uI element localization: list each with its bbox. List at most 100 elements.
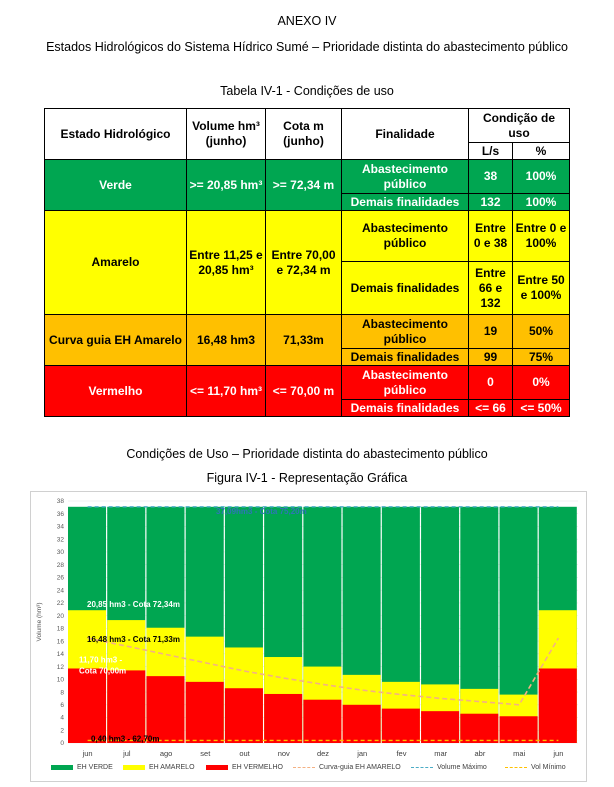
table-row: Demais finalidades <= 66 <= 50% bbox=[45, 399, 570, 417]
bar-vermelho bbox=[146, 676, 185, 743]
x-tick-label: out bbox=[239, 749, 250, 758]
row-verde-cota: >= 72,34 m bbox=[265, 159, 342, 211]
y-tick-label: 28 bbox=[57, 562, 65, 569]
y-tick-label: 32 bbox=[57, 536, 65, 543]
y-tick-label: 34 bbox=[57, 524, 65, 531]
legend-min-swatch bbox=[505, 766, 527, 768]
chart-legend: EH VERDE EH AMARELO EH VERMELHO Curva-gu… bbox=[31, 762, 586, 776]
row-verde-ls2: 132 bbox=[468, 193, 513, 211]
y-tick-label: 12 bbox=[57, 664, 65, 671]
legend-guia-swatch bbox=[293, 766, 315, 768]
header-estado: Estado Hidrológico bbox=[44, 108, 187, 160]
row-vermelho-fin1: Abastecimento público bbox=[341, 365, 469, 400]
annotation-guia: 16,48 hm3 - Cota 71,33m bbox=[87, 635, 180, 644]
y-tick-label: 8 bbox=[60, 689, 64, 696]
annotation-vermelho-1: 11,70 hm3 - bbox=[79, 655, 122, 664]
row-guia-ls1: 19 bbox=[468, 314, 513, 349]
header-ls: L/s bbox=[468, 142, 513, 160]
legend-amarelo-label: EH AMARELO bbox=[149, 764, 195, 771]
table-row: Amarelo Entre 11,25 e 20,85 hm³ Entre 70… bbox=[44, 210, 570, 315]
row-verde-volume: >= 20,85 hm³ bbox=[186, 159, 266, 211]
y-tick-label: 24 bbox=[57, 587, 65, 594]
x-tick-label: jun bbox=[82, 749, 93, 758]
row-verde-fin2: Demais finalidades bbox=[341, 193, 469, 211]
row-amarelo-pct1: Entre 0 e 100% bbox=[512, 210, 570, 262]
legend-vermelho: EH VERMELHO bbox=[206, 764, 283, 771]
x-tick-label: set bbox=[200, 749, 211, 758]
row-verde-pct1: 100% bbox=[512, 159, 570, 194]
conditions-table: Estado Hidrológico Volume hm³ (junho) Co… bbox=[44, 108, 570, 417]
x-tick-label: mar bbox=[434, 749, 447, 758]
table-row: Curva guia EH Amarelo 16,48 hm3 71,33m A… bbox=[44, 314, 570, 366]
y-tick-label: 30 bbox=[57, 549, 65, 556]
page-subtitle: Estados Hidrológicos do Sistema Hídrico … bbox=[46, 40, 568, 54]
table-row: Demais finalidades 132 100% bbox=[45, 193, 570, 211]
chart-plot: 02468101214161820222426283032343638Volum… bbox=[36, 498, 578, 758]
x-tick-label: jun bbox=[552, 749, 563, 758]
row-vermelho-ls1: 0 bbox=[468, 365, 513, 400]
x-tick-label: jul bbox=[122, 749, 131, 758]
row-vermelho-ls2: <= 66 bbox=[468, 399, 513, 417]
bar-vermelho bbox=[264, 693, 303, 743]
bar-vermelho bbox=[421, 711, 460, 743]
y-tick-label: 2 bbox=[60, 727, 64, 734]
row-guia-cota: 71,33m bbox=[265, 314, 342, 366]
annotation-verde: 20,85 hm3 - Cota 72,34m bbox=[87, 600, 180, 609]
row-verde-fin1: Abastecimento público bbox=[341, 159, 469, 194]
legend-guia: Curva-guia EH AMARELO bbox=[293, 764, 401, 771]
legend-guia-label: Curva-guia EH AMARELO bbox=[319, 764, 401, 771]
legend-vermelho-label: EH VERMELHO bbox=[232, 764, 283, 771]
row-verde-pct2: 100% bbox=[512, 193, 570, 211]
table-header-row: Estado Hidrológico Volume hm³ (junho) Co… bbox=[44, 108, 570, 160]
header-volume: Volume hm³ (junho) bbox=[186, 108, 266, 160]
figure-caption-1: Condições de Uso – Prioridade distinta d… bbox=[126, 447, 488, 461]
table-row: Vermelho <= 11,70 hm³ <= 70,00 m Abastec… bbox=[44, 365, 570, 417]
row-guia-estado: Curva guia EH Amarelo bbox=[44, 314, 187, 366]
bar-vermelho bbox=[538, 668, 577, 743]
bar-vermelho bbox=[381, 708, 420, 743]
header-pct: % bbox=[512, 142, 570, 160]
y-tick-label: 4 bbox=[60, 715, 64, 722]
y-tick-label: 16 bbox=[57, 638, 65, 645]
x-tick-label: jan bbox=[356, 749, 367, 758]
legend-max-label: Volume Máximo bbox=[437, 764, 487, 771]
row-amarelo-fin2: Demais finalidades bbox=[341, 261, 469, 315]
row-verde-estado: Verde bbox=[44, 159, 187, 211]
row-guia-pct1: 50% bbox=[512, 314, 570, 349]
row-guia-ls2: 99 bbox=[468, 348, 513, 366]
table-title: Tabela IV-1 - Condições de uso bbox=[220, 84, 394, 98]
legend-max-swatch bbox=[411, 766, 433, 768]
legend-min-label: Vol Mínimo bbox=[531, 764, 566, 771]
row-vermelho-pct1: 0% bbox=[512, 365, 570, 400]
row-guia-pct2: 75% bbox=[512, 348, 570, 366]
row-vermelho-pct2: <= 50% bbox=[512, 399, 570, 417]
annotation-max: 37,09hm3 - Cota 75,20m bbox=[216, 507, 307, 516]
legend-max: Volume Máximo bbox=[411, 764, 487, 771]
y-tick-label: 38 bbox=[57, 498, 65, 505]
y-tick-label: 36 bbox=[57, 511, 65, 518]
y-tick-label: 10 bbox=[57, 677, 65, 684]
figure-caption-2: Figura IV-1 - Representação Gráfica bbox=[206, 471, 408, 485]
x-tick-label: ago bbox=[160, 749, 173, 758]
y-tick-label: 0 bbox=[60, 740, 64, 747]
annotation-vermelho-2: Cota 70,00m bbox=[79, 666, 126, 675]
x-tick-label: dez bbox=[317, 749, 329, 758]
y-tick-label: 22 bbox=[57, 600, 65, 607]
y-tick-label: 6 bbox=[60, 702, 64, 709]
legend-amarelo: EH AMARELO bbox=[123, 764, 195, 771]
y-tick-label: 18 bbox=[57, 626, 65, 633]
bar-vermelho bbox=[68, 668, 107, 743]
bar-vermelho bbox=[303, 699, 342, 743]
row-amarelo-ls1: Entre 0 e 38 bbox=[468, 210, 513, 262]
legend-vermelho-swatch bbox=[206, 764, 228, 770]
row-amarelo-cota: Entre 70,00 e 72,34 m bbox=[265, 210, 342, 315]
row-vermelho-cota: <= 70,00 m bbox=[265, 365, 342, 417]
legend-min: Vol Mínimo bbox=[505, 764, 566, 771]
row-amarelo-ls2: Entre 66 e 132 bbox=[468, 261, 513, 315]
y-tick-label: 14 bbox=[57, 651, 65, 658]
bar-vermelho bbox=[185, 681, 224, 743]
legend-verde: EH VERDE bbox=[51, 764, 113, 771]
header-finalidade: Finalidade bbox=[341, 108, 469, 160]
usage-chart: 0 2 4 6 8 10 12 14 16 18 20 22 24 26 28 30 32 34 36 38 Volum… bbox=[30, 491, 587, 782]
row-verde-ls1: 38 bbox=[468, 159, 513, 194]
